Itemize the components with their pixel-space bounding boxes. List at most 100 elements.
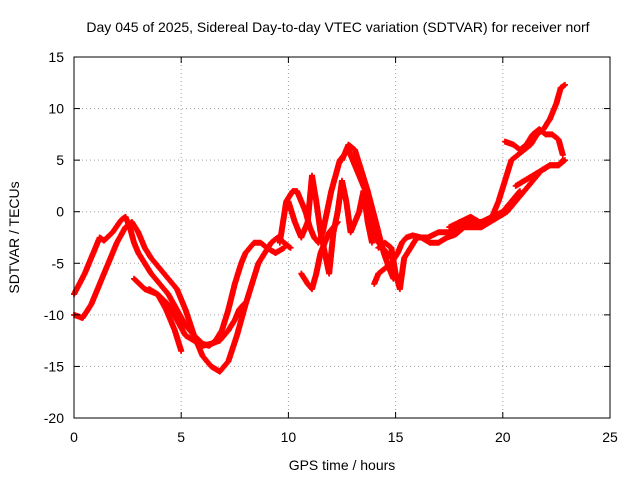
data-point	[447, 230, 451, 234]
data-point	[518, 148, 522, 152]
data-point	[512, 143, 515, 147]
data-point	[289, 246, 292, 250]
x-tick-label: 10	[281, 429, 297, 445]
data-point	[561, 158, 565, 162]
data-point	[233, 282, 237, 286]
data-point	[531, 132, 535, 136]
data-point	[458, 220, 462, 224]
data-point	[366, 220, 370, 224]
data-point	[323, 241, 327, 245]
data-point	[299, 272, 303, 275]
data-point	[175, 287, 179, 291]
data-point	[327, 272, 331, 275]
data-point	[179, 349, 183, 353]
data-point	[149, 272, 153, 275]
data-point	[557, 163, 560, 167]
data-point	[136, 251, 140, 255]
data-point	[184, 308, 187, 312]
data-point	[327, 230, 331, 234]
data-point	[158, 282, 162, 286]
data-point	[244, 251, 247, 255]
data-point	[359, 169, 363, 172]
data-point	[192, 334, 196, 337]
y-tick-label: 5	[56, 152, 64, 168]
data-point	[220, 328, 224, 332]
data-point	[501, 210, 505, 214]
data-point	[334, 174, 337, 178]
data-point	[336, 210, 340, 214]
series-markers	[276, 146, 395, 262]
data-point	[233, 318, 237, 322]
series-trace-j	[375, 188, 523, 293]
data-point	[201, 354, 205, 358]
data-point	[132, 277, 136, 281]
data-point	[83, 272, 87, 275]
data-point	[353, 148, 357, 152]
data-point	[347, 143, 350, 147]
data-point	[235, 334, 239, 337]
data-point	[524, 143, 528, 147]
series-trace-m	[512, 157, 566, 189]
data-point	[383, 267, 387, 270]
data-point	[377, 246, 380, 250]
y-tick-label: 0	[56, 204, 64, 220]
data-point	[537, 127, 541, 131]
series-trace-k	[446, 81, 568, 231]
data-point	[389, 246, 393, 250]
data-point	[209, 365, 213, 368]
data-point	[355, 169, 359, 172]
data-point	[158, 267, 162, 270]
data-point	[377, 272, 380, 275]
data-point	[409, 246, 413, 250]
data-point	[192, 339, 196, 343]
data-point	[548, 117, 552, 121]
chart-title: Day 045 of 2025, Sidereal Day-to-day VTE…	[86, 19, 589, 35]
data-point	[291, 189, 295, 193]
data-point	[336, 220, 340, 224]
data-point	[248, 246, 252, 250]
x-tick-label: 15	[388, 429, 404, 445]
data-point	[471, 225, 475, 229]
data-points	[71, 81, 568, 375]
series-trace-l	[501, 126, 566, 158]
data-point	[226, 308, 230, 312]
plot-frame	[73, 56, 611, 419]
data-point	[372, 230, 376, 234]
x-tick-label: 25	[602, 429, 618, 445]
data-point	[398, 287, 402, 291]
data-point	[518, 189, 522, 193]
series-trace-h	[298, 219, 341, 293]
data-point	[503, 140, 507, 143]
data-point	[173, 328, 177, 332]
data-point	[175, 318, 179, 322]
series-trace-g	[285, 172, 376, 277]
data-point	[147, 287, 151, 291]
data-point	[314, 200, 318, 203]
data-point	[351, 158, 355, 162]
data-point	[308, 225, 312, 229]
data-point	[557, 138, 560, 141]
data-point	[166, 292, 170, 296]
data-point	[106, 261, 110, 265]
data-point	[124, 225, 127, 229]
data-point	[319, 230, 322, 234]
data-point	[263, 251, 267, 255]
data-point	[362, 189, 365, 193]
data-point	[306, 220, 310, 224]
data-point	[143, 261, 147, 265]
data-point	[531, 179, 535, 183]
data-point	[299, 200, 303, 203]
data-point	[293, 220, 297, 224]
y-axis-label: SDTVAR / TECUs	[6, 181, 22, 293]
data-point	[544, 132, 548, 136]
data-point	[382, 251, 386, 255]
data-point	[349, 230, 352, 234]
data-point	[325, 210, 329, 214]
data-point	[400, 241, 404, 245]
data-point	[136, 230, 140, 234]
data-point	[548, 163, 552, 167]
axis-ticks	[73, 56, 611, 419]
data-point	[563, 83, 567, 87]
data-point	[366, 189, 370, 193]
y-tick-label: -20	[44, 410, 64, 426]
